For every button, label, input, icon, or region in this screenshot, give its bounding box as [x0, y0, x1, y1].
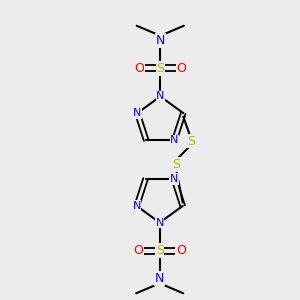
Text: N: N	[155, 218, 164, 228]
Text: O: O	[177, 62, 186, 75]
Text: O: O	[176, 244, 186, 257]
Text: N: N	[133, 108, 142, 118]
Text: N: N	[156, 92, 164, 101]
Text: S: S	[187, 135, 195, 148]
Text: S: S	[156, 62, 164, 75]
Text: N: N	[170, 135, 179, 145]
Text: N: N	[155, 272, 164, 285]
Text: O: O	[134, 244, 143, 257]
Text: N: N	[170, 174, 178, 184]
Text: N: N	[156, 34, 165, 47]
Text: N: N	[133, 201, 141, 211]
Text: S: S	[172, 158, 180, 171]
Text: S: S	[156, 244, 164, 257]
Text: O: O	[134, 62, 144, 75]
